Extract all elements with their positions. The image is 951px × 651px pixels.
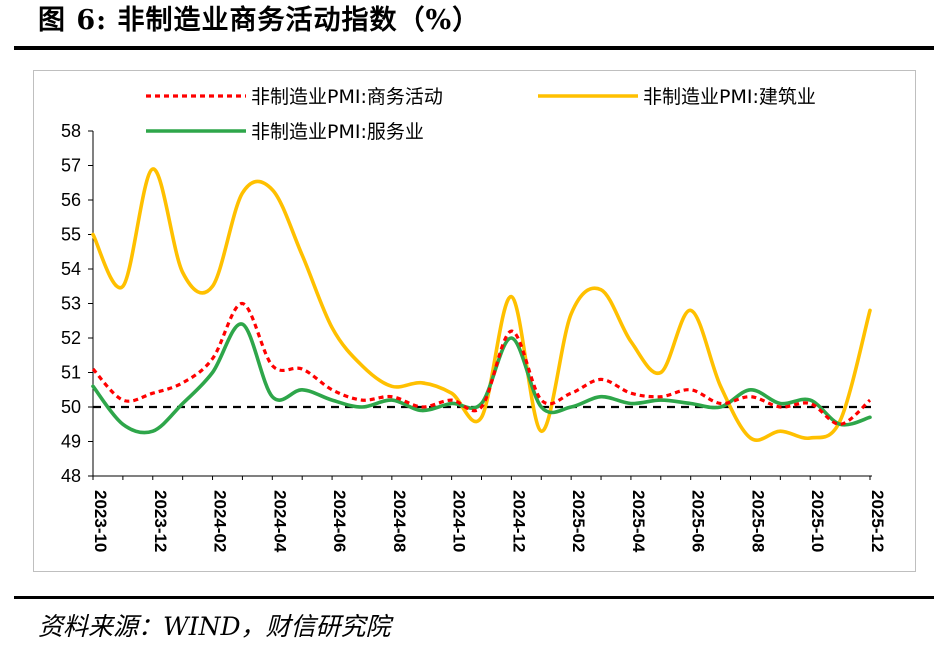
x-tick-label: 2023-10 bbox=[91, 490, 110, 552]
x-tick-label: 2024-12 bbox=[509, 490, 528, 552]
y-tick-label: 54 bbox=[61, 259, 81, 279]
source-note: 资料来源：WIND，财信研究院 bbox=[38, 612, 391, 641]
x-tick-label: 2024-10 bbox=[450, 490, 469, 552]
series-construction-line bbox=[91, 167, 872, 442]
chart-frame bbox=[33, 70, 916, 572]
x-tick-label: 2025-06 bbox=[689, 490, 708, 552]
y-tick-label: 51 bbox=[61, 363, 81, 383]
y-tick-label: 56 bbox=[61, 190, 81, 210]
legend-business-activity-label: 非制造业PMI:商务活动 bbox=[251, 86, 443, 108]
x-tick-label: 2025-02 bbox=[569, 490, 588, 552]
x-tick-label: 2025-10 bbox=[808, 490, 827, 552]
x-tick-label: 2024-02 bbox=[211, 490, 230, 552]
y-tick-label: 52 bbox=[61, 328, 81, 348]
x-tick-label: 2025-12 bbox=[868, 490, 887, 552]
figure-title: 图 6: 非制造业商务活动指数（%） bbox=[38, 5, 481, 36]
top-rule bbox=[14, 46, 934, 50]
y-tick-label: 53 bbox=[61, 294, 81, 314]
x-tick-label: 2025-08 bbox=[748, 490, 767, 552]
series-services-line bbox=[91, 322, 872, 435]
legend-construction-label: 非制造业PMI:建筑业 bbox=[643, 86, 816, 108]
x-tick-label: 2024-06 bbox=[330, 490, 349, 552]
legend-services-label: 非制造业PMI:服务业 bbox=[251, 121, 424, 143]
y-tick-label: 58 bbox=[61, 121, 81, 141]
y-tick-label: 55 bbox=[61, 225, 81, 245]
x-tick-label: 2024-04 bbox=[270, 490, 289, 553]
y-tick-label: 50 bbox=[61, 397, 81, 417]
y-tick-label: 57 bbox=[61, 156, 81, 176]
x-tick-label: 2023-12 bbox=[151, 490, 170, 552]
y-tick-label: 49 bbox=[61, 432, 81, 452]
x-tick-label: 2024-08 bbox=[390, 490, 409, 552]
x-tick-label: 2025-04 bbox=[629, 490, 648, 553]
y-tick-label: 48 bbox=[61, 466, 81, 486]
series-business-activity-line bbox=[91, 301, 872, 426]
bottom-rule bbox=[14, 596, 934, 599]
